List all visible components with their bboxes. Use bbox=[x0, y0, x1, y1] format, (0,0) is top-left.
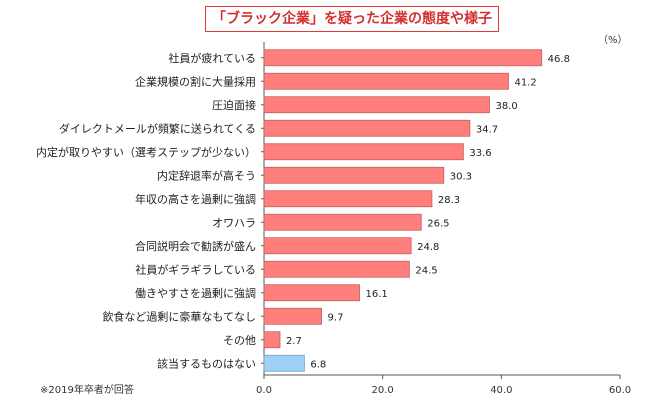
bar bbox=[263, 260, 410, 278]
category-label: 合同説明会で勧誘が盛ん bbox=[135, 239, 256, 253]
x-tick-label: 60.0 bbox=[609, 385, 631, 396]
bar bbox=[263, 72, 509, 90]
category-label: 内定が取りやすい（選考ステップが少ない） bbox=[36, 145, 256, 159]
value-label: 6.8 bbox=[310, 359, 326, 370]
bar bbox=[263, 119, 471, 137]
bar bbox=[263, 49, 543, 67]
value-label: 33.6 bbox=[469, 148, 491, 159]
bar bbox=[263, 96, 490, 114]
value-label: 30.3 bbox=[450, 171, 472, 182]
x-tick-label: 40.0 bbox=[490, 385, 512, 396]
bar bbox=[263, 213, 422, 231]
value-label: 34.7 bbox=[476, 124, 498, 135]
value-label: 2.7 bbox=[286, 336, 302, 347]
category-label: その他 bbox=[223, 334, 256, 347]
footnote: ※2019年卒者が回答 bbox=[40, 385, 134, 396]
value-label: 24.8 bbox=[417, 242, 439, 253]
x-tick-label: 20.0 bbox=[372, 385, 394, 396]
category-label: 圧迫面接 bbox=[212, 98, 256, 112]
category-label: 年収の高さを過剰に強調 bbox=[135, 192, 256, 206]
bar bbox=[263, 331, 281, 349]
value-label: 28.3 bbox=[438, 195, 460, 206]
bar bbox=[263, 284, 360, 302]
value-label: 9.7 bbox=[328, 312, 344, 323]
category-label: 該当するものはない bbox=[157, 356, 256, 370]
value-label: 41.2 bbox=[514, 77, 536, 88]
x-tick-label: 0.0 bbox=[256, 385, 272, 396]
unit-label: （%） bbox=[598, 35, 628, 46]
bar bbox=[263, 143, 464, 161]
category-label: ダイレクトメールが頻繁に送られてくる bbox=[59, 121, 256, 135]
value-label: 26.5 bbox=[427, 218, 449, 229]
value-label: 46.8 bbox=[548, 54, 570, 65]
bar bbox=[263, 307, 322, 325]
chart-title: 「ブラック企業」を疑った企業の態度や様子 bbox=[205, 6, 499, 32]
category-label: 飲食など過剰に豪華なもてなし bbox=[102, 309, 256, 323]
category-label: オワハラ bbox=[212, 216, 256, 229]
bar bbox=[263, 237, 412, 255]
bar bbox=[263, 190, 433, 208]
value-label: 16.1 bbox=[366, 289, 388, 300]
bar-none bbox=[263, 354, 305, 372]
value-label: 24.5 bbox=[415, 265, 437, 276]
category-label: 働きやすさを過剰に強調 bbox=[135, 286, 256, 300]
category-label: 企業規模の割に大量採用 bbox=[135, 74, 256, 88]
value-label: 38.0 bbox=[495, 101, 517, 112]
category-label: 社員がギラギラしている bbox=[135, 262, 256, 276]
bar bbox=[263, 166, 445, 184]
category-label: 内定辞退率が高そう bbox=[157, 168, 256, 182]
category-label: 社員が疲れている bbox=[168, 51, 256, 65]
